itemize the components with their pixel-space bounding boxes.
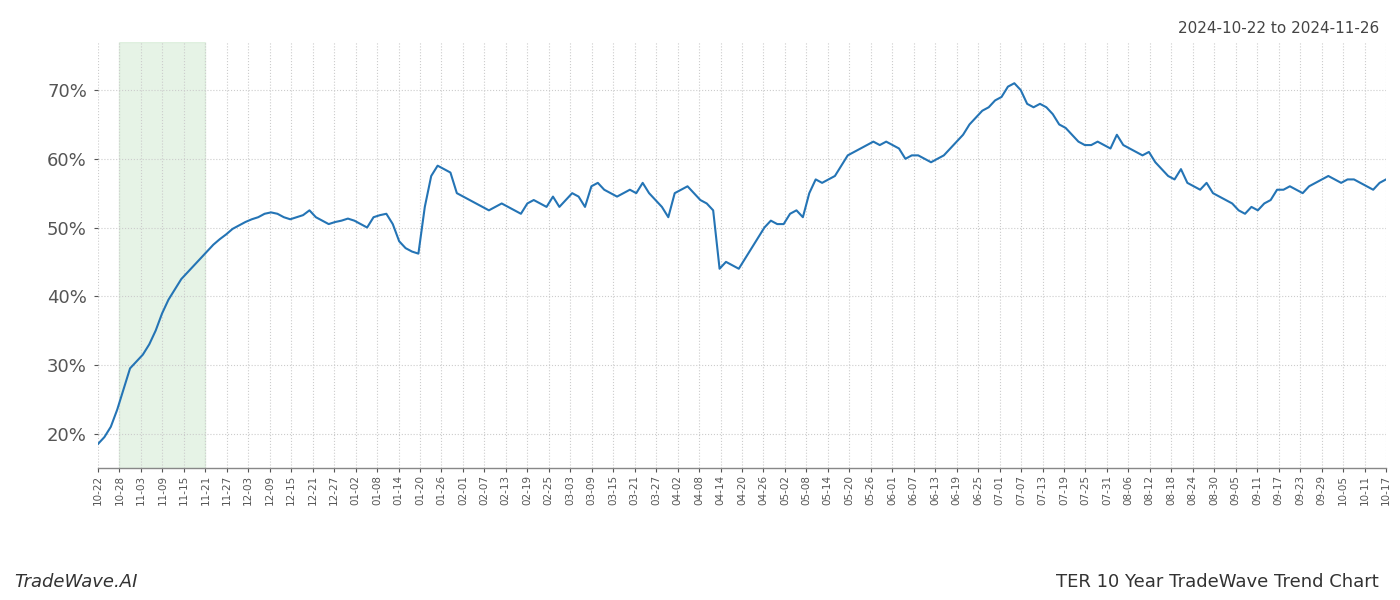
Text: 2024-10-22 to 2024-11-26: 2024-10-22 to 2024-11-26	[1177, 21, 1379, 36]
Text: TradeWave.AI: TradeWave.AI	[14, 573, 137, 591]
Text: TER 10 Year TradeWave Trend Chart: TER 10 Year TradeWave Trend Chart	[1056, 573, 1379, 591]
Bar	[119, 42, 206, 468]
